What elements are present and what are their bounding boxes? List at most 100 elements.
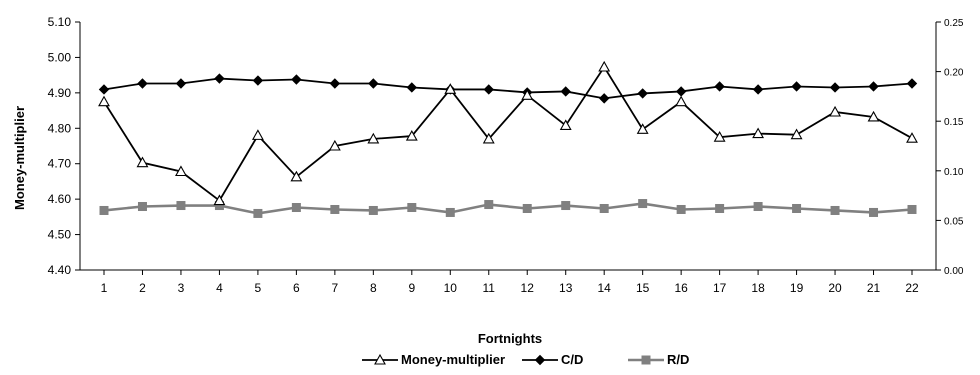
data-point — [907, 133, 917, 142]
data-point — [253, 130, 263, 139]
legend-item: R/D — [628, 352, 689, 367]
data-point — [754, 85, 763, 94]
data-point — [792, 82, 801, 91]
x-tick-label: 10 — [444, 281, 458, 295]
x-tick-label: 21 — [867, 281, 881, 295]
y-tick-label: 4.80 — [48, 121, 72, 135]
data-point — [638, 124, 648, 133]
x-tick-label: 22 — [905, 281, 919, 295]
y2-tick-label: 0.00 — [944, 266, 964, 277]
x-tick-label: 17 — [713, 281, 727, 295]
data-point — [676, 97, 686, 106]
y-tick-label: 4.50 — [48, 228, 72, 242]
series-money-multiplier — [99, 62, 917, 205]
x-axis-title: Fortnights — [478, 331, 542, 346]
x-tick-label: 15 — [636, 281, 650, 295]
legend-label: C/D — [561, 352, 583, 367]
y-tick-label: 4.60 — [48, 192, 72, 206]
data-point — [330, 79, 339, 88]
x-tick-label: 1 — [101, 281, 108, 295]
x-tick-label: 16 — [674, 281, 688, 295]
data-point — [484, 85, 493, 94]
data-point — [677, 87, 686, 96]
data-point — [600, 94, 609, 103]
data-point — [369, 79, 378, 88]
legend-item: Money-multiplier — [362, 352, 505, 367]
legend-item: C/D — [522, 352, 583, 367]
data-point — [599, 62, 609, 71]
y-tick-label: 4.40 — [48, 263, 72, 277]
data-point — [446, 208, 454, 216]
data-point — [869, 82, 878, 91]
x-tick-label: 9 — [408, 281, 415, 295]
x-tick-label: 12 — [521, 281, 535, 295]
data-point — [176, 79, 185, 88]
x-tick-label: 19 — [790, 281, 804, 295]
x-tick-label: 4 — [216, 281, 223, 295]
data-point — [99, 97, 109, 106]
data-point — [138, 79, 147, 88]
data-point — [177, 202, 185, 210]
legend-marker — [536, 356, 545, 365]
y-tick-label: 5.10 — [48, 15, 72, 29]
data-point — [562, 202, 570, 210]
data-point — [292, 75, 301, 84]
y2-tick-label: 0.25 — [944, 18, 964, 29]
x-tick-label: 2 — [139, 281, 146, 295]
data-point — [908, 205, 916, 213]
x-tick-label: 14 — [598, 281, 612, 295]
data-point — [831, 206, 839, 214]
x-tick-label: 5 — [255, 281, 262, 295]
y2-tick-label: 0.10 — [944, 167, 964, 178]
data-point — [254, 209, 262, 217]
x-tick-label: 7 — [332, 281, 339, 295]
data-point — [561, 87, 570, 96]
y-tick-label: 4.70 — [48, 157, 72, 171]
data-point — [138, 203, 146, 211]
x-tick-label: 13 — [559, 281, 573, 295]
series-line — [104, 79, 912, 99]
data-point — [716, 204, 724, 212]
data-point — [754, 203, 762, 211]
data-point — [253, 76, 262, 85]
x-tick-label: 3 — [178, 281, 185, 295]
x-tick-label: 8 — [370, 281, 377, 295]
legend-label: R/D — [667, 352, 689, 367]
data-point — [100, 85, 109, 94]
legend-marker — [642, 356, 650, 364]
data-point — [830, 107, 840, 116]
x-tick-label: 6 — [293, 281, 300, 295]
y-axis-title: Money-multiplier — [12, 106, 27, 210]
data-point — [292, 204, 300, 212]
data-point — [600, 204, 608, 212]
data-point — [137, 158, 147, 167]
y-tick-label: 5.00 — [48, 50, 72, 64]
legend: Money-multiplier C/D R/D — [362, 352, 689, 367]
data-point — [715, 82, 724, 91]
legend-label: Money-multiplier — [401, 352, 505, 367]
data-point — [215, 74, 224, 83]
data-point — [793, 204, 801, 212]
data-point — [407, 83, 416, 92]
y2-tick-label: 0.15 — [944, 117, 964, 128]
data-point — [523, 204, 531, 212]
data-point — [369, 206, 377, 214]
y2-tick-label: 0.20 — [944, 68, 964, 79]
data-point — [638, 89, 647, 98]
y2-tick-label: 0.05 — [944, 216, 964, 227]
data-point — [100, 206, 108, 214]
data-point — [677, 205, 685, 213]
y-tick-label: 4.90 — [48, 86, 72, 100]
data-point — [908, 79, 917, 88]
x-tick-label: 20 — [828, 281, 842, 295]
data-point — [870, 208, 878, 216]
series-c-d — [100, 74, 917, 103]
data-point — [639, 200, 647, 208]
data-point — [485, 201, 493, 209]
data-point — [408, 204, 416, 212]
data-point — [831, 83, 840, 92]
data-point — [331, 205, 339, 213]
x-tick-label: 11 — [483, 281, 496, 295]
x-tick-label: 18 — [751, 281, 765, 295]
